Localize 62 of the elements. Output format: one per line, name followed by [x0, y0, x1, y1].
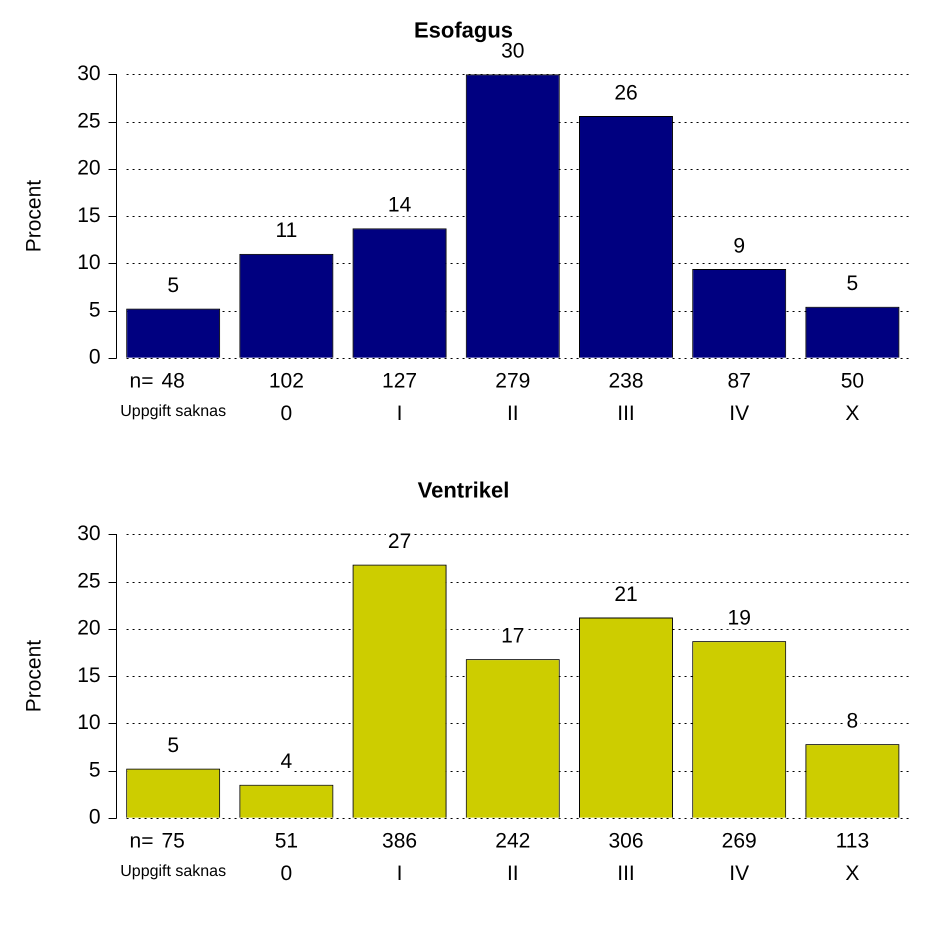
- y-tick-label: 20: [77, 616, 101, 640]
- data-label: 27: [388, 530, 412, 553]
- y-tick-label: 15: [77, 664, 101, 687]
- y-tick-label: 10: [77, 251, 101, 274]
- text: 238: [608, 370, 644, 393]
- data-label: 5: [167, 734, 180, 757]
- y-tick-label: 0: [88, 346, 101, 369]
- y-axis-title: Procent: [22, 640, 46, 712]
- chart-title: Esofagus: [414, 17, 514, 42]
- chart-title: Ventrikel: [418, 477, 510, 502]
- x-tick-label: I: [396, 402, 402, 426]
- data-label: 19: [728, 606, 751, 630]
- text: 102: [268, 370, 304, 393]
- y-tick-label: 30: [77, 62, 101, 86]
- text: 386: [382, 830, 418, 853]
- data-label: 11: [275, 219, 298, 242]
- x-tick-label: X: [845, 862, 860, 886]
- y-tick-label: 15: [77, 204, 101, 227]
- text: 113: [836, 830, 870, 853]
- text: 48: [161, 370, 185, 393]
- text: 87: [728, 370, 751, 393]
- x-tick-label: III: [617, 402, 635, 426]
- text: 51: [274, 830, 298, 853]
- x-tick-label: IV: [729, 402, 750, 426]
- x-tick-label: I: [396, 862, 402, 886]
- text: 242: [495, 830, 530, 853]
- y-tick-label: 5: [88, 758, 101, 782]
- data-label: 9: [733, 234, 746, 258]
- text: 75: [161, 830, 185, 853]
- data-label: 5: [846, 272, 858, 296]
- y-tick-label: 25: [77, 569, 101, 592]
- data-label: 17: [501, 624, 524, 648]
- text: 50: [840, 370, 864, 393]
- text: 269: [722, 830, 757, 853]
- text: 127: [382, 370, 418, 393]
- y-tick-label: 25: [77, 109, 101, 132]
- data-label: 21: [614, 582, 638, 606]
- y-tick-label: 5: [88, 298, 101, 322]
- data-label: 5: [167, 274, 180, 297]
- data-label: 8: [846, 709, 858, 732]
- y-tick-label: 20: [77, 156, 101, 180]
- x-tick-label: 0: [280, 862, 292, 886]
- x-tick-label: II: [506, 862, 519, 886]
- data-label: 26: [614, 81, 638, 104]
- y-tick-label: 10: [77, 711, 101, 734]
- x-tick-label: Uppgift saknas: [120, 862, 226, 880]
- text: n=: [130, 370, 154, 393]
- y-axis-title: Procent: [22, 180, 46, 252]
- text: n=: [130, 830, 154, 853]
- data-label: 14: [388, 194, 412, 217]
- x-tick-label: III: [617, 862, 635, 886]
- text: 279: [495, 370, 530, 393]
- x-tick-label: X: [845, 402, 860, 426]
- y-tick-label: 30: [77, 522, 101, 546]
- x-tick-label: Uppgift saknas: [120, 402, 226, 420]
- x-tick-label: II: [506, 402, 519, 426]
- data-label: 4: [280, 750, 293, 774]
- x-tick-label: IV: [729, 862, 750, 886]
- text: 306: [608, 830, 644, 853]
- y-tick-label: 0: [88, 806, 101, 829]
- data-label: 30: [501, 40, 524, 63]
- x-tick-label: 0: [280, 402, 292, 426]
